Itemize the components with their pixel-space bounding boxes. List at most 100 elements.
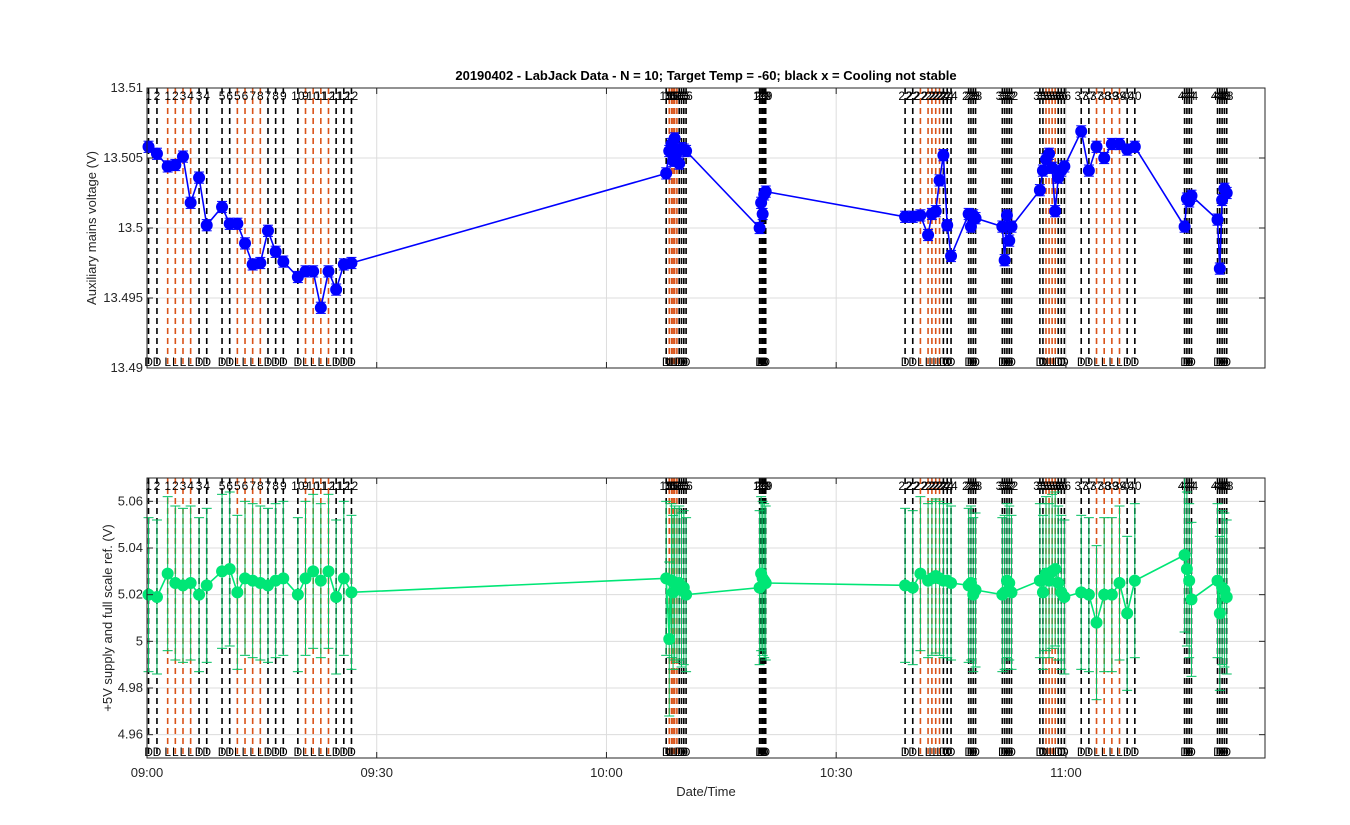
data-point	[922, 229, 935, 241]
data-point	[239, 237, 252, 250]
event-number-label: 48	[1218, 479, 1232, 493]
event-kind-label: D	[1077, 355, 1086, 369]
event-kind-label: D	[1003, 745, 1012, 759]
event-number-label: 2	[172, 89, 179, 103]
event-number-label: 19	[756, 479, 770, 493]
event-kind-label: D	[1007, 355, 1016, 369]
event-kind-label: D	[1085, 355, 1094, 369]
event-kind-label: D	[1039, 745, 1048, 759]
event-number-label: 40	[1120, 89, 1134, 103]
event-kind-label: D	[1220, 745, 1229, 759]
event-kind-label: D	[998, 745, 1007, 759]
event-number-label: 28	[964, 479, 978, 493]
axes-frame	[146, 477, 1266, 759]
event-kind-label: D	[901, 355, 910, 369]
event-number-label: 15	[665, 479, 679, 493]
data-point	[1098, 152, 1111, 164]
event-kind-label: D	[218, 745, 227, 759]
event-number-label: 37	[1082, 479, 1096, 493]
event-number-label: 10	[291, 479, 305, 493]
event-number-label: 15	[660, 89, 674, 103]
event-kind-label: D	[760, 355, 769, 369]
event-kind-label: D	[1218, 745, 1227, 759]
event-kind-label: L	[917, 745, 924, 759]
data-point	[1005, 586, 1018, 599]
event-number-label: 16	[679, 479, 693, 493]
event-number-label: 32	[998, 89, 1012, 103]
data-point	[1075, 125, 1088, 138]
data-point	[184, 196, 197, 209]
event-number-label: 2	[154, 479, 161, 493]
data-point	[663, 633, 676, 645]
data-point	[307, 265, 320, 278]
event-number-label: 3	[196, 89, 203, 103]
y-tick-label: 5.04	[118, 540, 143, 555]
y-tick-label: 4.98	[118, 680, 143, 695]
event-number-label: 40	[1120, 479, 1134, 493]
event-number-label: 6	[226, 89, 233, 103]
event-number-label: 15	[665, 89, 679, 103]
event-kind-label: D	[195, 355, 204, 369]
event-kind-label: D	[264, 745, 273, 759]
event-number-label: 32	[1005, 479, 1019, 493]
event-kind-label: D	[662, 745, 671, 759]
event-number-label: 37	[1075, 479, 1089, 493]
event-kind-label: D	[1057, 745, 1066, 759]
event-number-label: 22	[898, 89, 912, 103]
event-number-label: 16	[670, 89, 684, 103]
data-point	[753, 222, 766, 234]
event-number-label: 35	[1033, 479, 1047, 493]
event-number-label: 48	[1220, 89, 1234, 103]
event-kind-label: L	[925, 745, 932, 759]
event-number-label: 10	[306, 89, 320, 103]
event-number-label: 8	[272, 89, 279, 103]
event-number-label: 39	[1113, 479, 1127, 493]
event-kind-label: D	[1180, 745, 1189, 759]
event-number-label: 32	[1003, 479, 1017, 493]
event-kind-label: D	[998, 355, 1007, 369]
event-kind-label: L	[257, 745, 264, 759]
event-number-label: 2	[172, 479, 179, 493]
event-number-label: 48	[1211, 479, 1225, 493]
data-point	[1183, 574, 1196, 587]
event-kind-label: L	[249, 355, 256, 369]
data-point	[314, 301, 327, 314]
data-point	[345, 257, 358, 269]
event-kind-label: D	[339, 355, 348, 369]
data-point	[906, 581, 919, 594]
event-number-label: 5	[234, 479, 241, 493]
event-kind-label: D	[969, 355, 978, 369]
event-number-label: 16	[663, 89, 677, 103]
event-number-label: 28	[964, 89, 978, 103]
event-kind-label: L	[164, 745, 171, 759]
event-kind-label: L	[1093, 745, 1100, 759]
event-kind-label: D	[1183, 745, 1192, 759]
event-number-label: 7	[249, 479, 256, 493]
data-point	[1090, 616, 1103, 629]
event-kind-label: D	[908, 355, 917, 369]
event-number-label: 20	[758, 479, 772, 493]
event-kind-label: L	[172, 745, 179, 759]
event-number-label: 19	[753, 479, 767, 493]
event-kind-label: D	[1218, 355, 1227, 369]
event-number-label: 6	[242, 89, 249, 103]
event-number-label: 36	[1049, 89, 1063, 103]
event-kind-label: L	[1101, 745, 1108, 759]
event-kind-label: D	[969, 745, 978, 759]
y-tick-label: 4.96	[118, 727, 143, 742]
event-number-label: 9	[280, 479, 287, 493]
event-number-label: 39	[1105, 479, 1119, 493]
data-point	[1128, 574, 1141, 587]
event-kind-label: L	[925, 355, 932, 369]
event-number-label: 15	[673, 479, 687, 493]
event-kind-label: D	[1180, 355, 1189, 369]
event-number-label: 38	[1098, 89, 1112, 103]
event-number-label: 37	[1075, 89, 1089, 103]
data-point	[1213, 262, 1226, 275]
data-point	[330, 283, 343, 296]
event-kind-label: D	[218, 355, 227, 369]
event-kind-label: D	[294, 355, 303, 369]
data-point	[680, 588, 693, 601]
event-number-label: 48	[1213, 479, 1227, 493]
event-kind-label: D	[947, 355, 956, 369]
